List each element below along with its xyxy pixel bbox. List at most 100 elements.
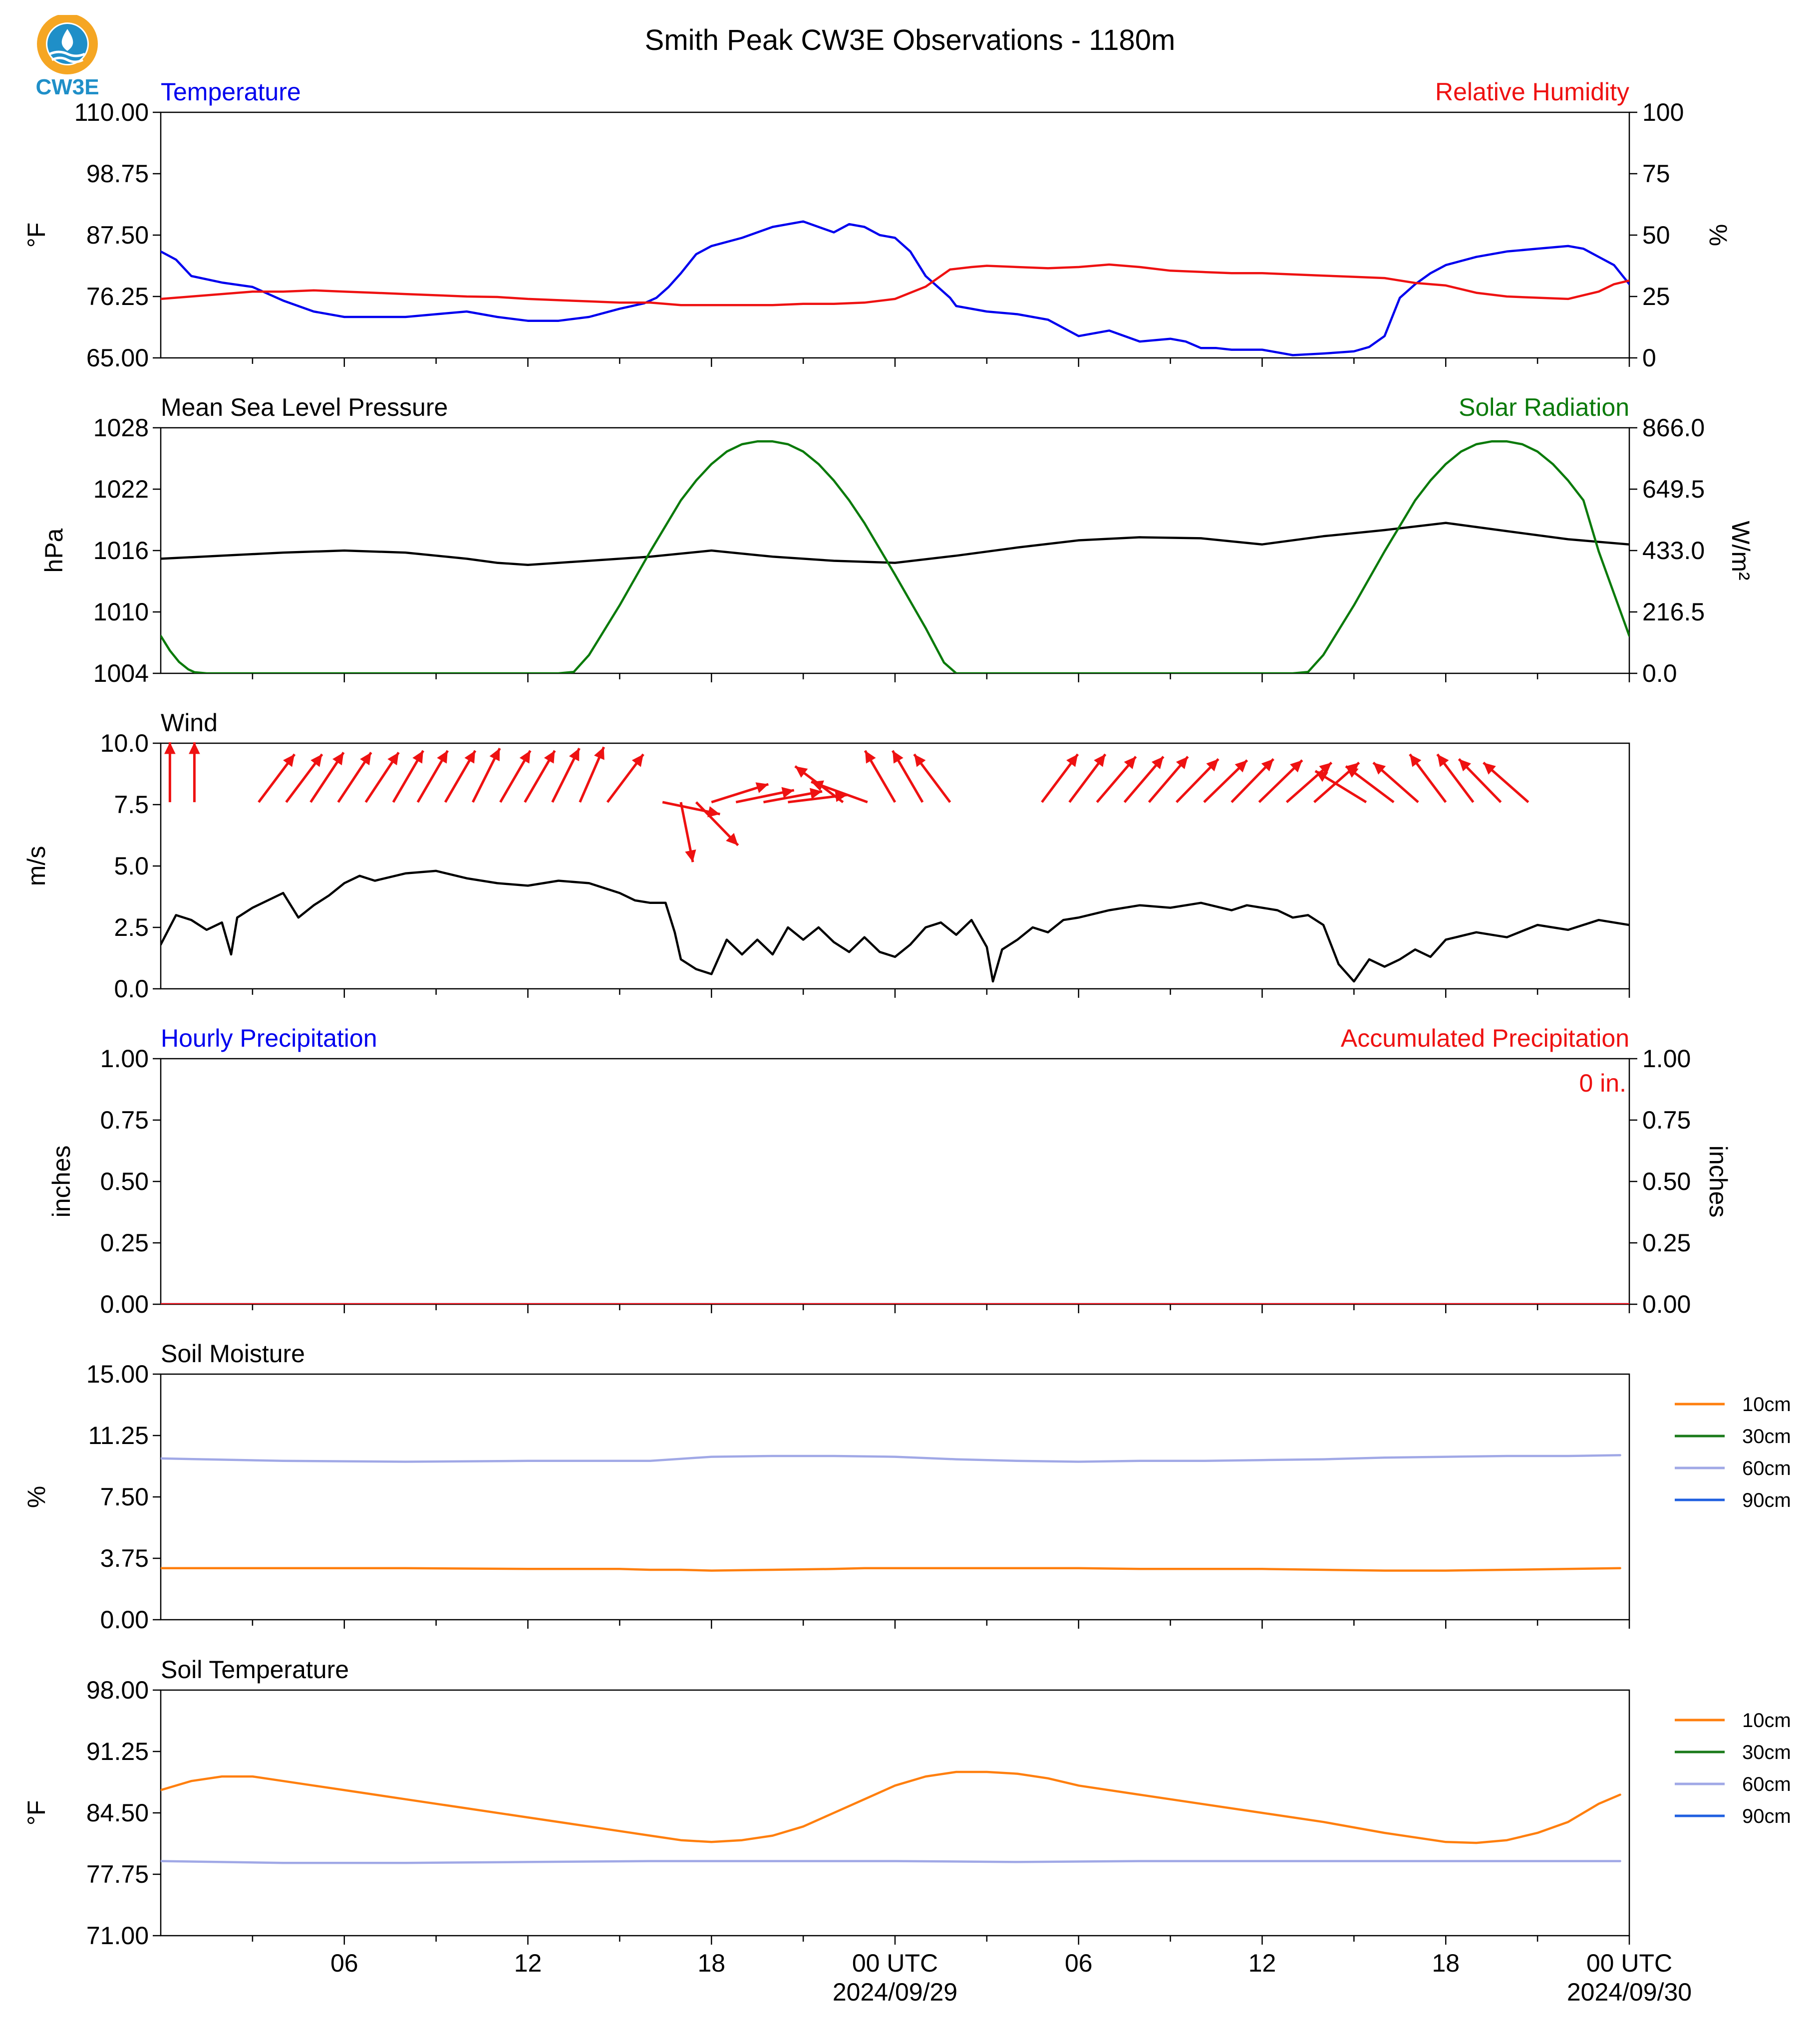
wind-arrow-head xyxy=(809,788,823,799)
series-group xyxy=(161,1454,1621,1572)
wind-arrow-head xyxy=(726,833,738,846)
wind-arrow-head xyxy=(795,766,808,778)
wind-arrow-head xyxy=(1176,756,1188,770)
y-tick-label-left: 5.0 xyxy=(114,852,149,880)
y-tick-label-right: 433.0 xyxy=(1642,537,1705,565)
y-tick-label-right: 0.00 xyxy=(1642,1290,1691,1318)
panel-title-right: Relative Humidity xyxy=(1435,78,1629,106)
y-axis-label-left: % xyxy=(22,1486,50,1508)
y-tick-label-right: 50 xyxy=(1642,221,1670,249)
y-tick-label-left: 87.50 xyxy=(86,221,149,249)
y-tick-label-left: 0.75 xyxy=(100,1106,149,1134)
y-tick-label-left: 0.00 xyxy=(100,1606,149,1634)
x-tick-label: 00 UTC xyxy=(852,1949,938,1977)
panel-title-left: Hourly Precipitation xyxy=(161,1024,377,1052)
series-line-1 xyxy=(161,1567,1621,1572)
y-tick-label-left: 1022 xyxy=(93,475,149,503)
x-tick-label: 06 xyxy=(1065,1949,1093,1977)
panel-title-left: Wind xyxy=(161,709,218,737)
wind-arrow-head xyxy=(781,787,794,798)
panel-title-right: Accumulated Precipitation xyxy=(1341,1024,1629,1052)
y-tick-label-right: 100 xyxy=(1642,98,1684,126)
y-tick-label-right: 649.5 xyxy=(1642,475,1705,503)
series-line-0 xyxy=(161,869,1629,983)
y-tick-label-left: 7.5 xyxy=(114,791,149,819)
wind-arrow-head xyxy=(631,754,643,767)
y-axis-label-left: inches xyxy=(47,1146,75,1218)
panel-5: 71.00 77.75 84.50 91.25 98.00 Soil Temperatur… xyxy=(22,1656,1791,2006)
series-line-0 xyxy=(161,522,1629,566)
y-tick-label-right: 0.50 xyxy=(1642,1167,1691,1195)
wind-arrow-head xyxy=(1094,754,1106,767)
y-axis-label-right: W/m² xyxy=(1727,521,1755,580)
legend-label: 10cm xyxy=(1742,1394,1791,1416)
legend-label: 10cm xyxy=(1742,1710,1791,1732)
x-date-label: 2024/09/30 xyxy=(1567,1978,1692,2006)
y-tick-label-left: 77.75 xyxy=(86,1860,149,1888)
series-line-0 xyxy=(161,220,1629,356)
wind-arrow-head xyxy=(1066,754,1078,767)
series-line-0 xyxy=(161,1454,1621,1463)
plot-frame xyxy=(160,427,1630,674)
panel-title-left: Mean Sea Level Pressure xyxy=(161,393,448,421)
legend-label: 30cm xyxy=(1742,1426,1791,1448)
wind-arrow-head xyxy=(1234,760,1247,773)
y-tick-label-left: 1004 xyxy=(93,659,149,687)
y-tick-label-right: 0 xyxy=(1642,344,1656,372)
y-tick-label-left: 0.25 xyxy=(100,1229,149,1257)
y-tick-label-right: 25 xyxy=(1642,283,1670,310)
logo-emblem xyxy=(37,13,98,74)
y-axis-label-left: °F xyxy=(22,1800,50,1826)
wind-arrow-head xyxy=(1483,762,1496,775)
x-tick-label: 12 xyxy=(1248,1949,1276,1977)
y-tick-label-left: 0.50 xyxy=(100,1167,149,1195)
panel-0: 65.00 76.25 87.50 98.75 110.00 0 25 50 75 100 Temp… xyxy=(22,78,1732,372)
wind-arrow-head xyxy=(387,752,399,766)
y-tick-label-right: 0.75 xyxy=(1642,1106,1691,1134)
y-tick-label-right: 0.0 xyxy=(1642,659,1677,687)
y-tick-label-right: 866.0 xyxy=(1642,414,1705,442)
wind-arrow-head xyxy=(707,806,720,818)
y-axis-label-left: hPa xyxy=(40,528,68,573)
y-tick-label-right: 75 xyxy=(1642,160,1670,188)
plot-frame xyxy=(160,1373,1630,1621)
y-tick-label-right: 1.00 xyxy=(1642,1045,1691,1073)
y-axis-label-left: m/s xyxy=(22,846,50,886)
panel-title-left: Soil Moisture xyxy=(161,1340,305,1368)
wind-arrow-head xyxy=(1315,771,1328,782)
y-tick-label-left: 0.00 xyxy=(100,1290,149,1318)
y-tick-label-left: 11.25 xyxy=(88,1422,149,1449)
y-tick-label-left: 15.00 xyxy=(86,1360,149,1388)
x-date-label: 2024/09/29 xyxy=(833,1978,957,2006)
y-tick-label-left: 10.0 xyxy=(100,729,149,757)
accumulated-precip-value: 0 in. xyxy=(1579,1069,1626,1097)
y-tick-label-left: 1010 xyxy=(93,598,149,626)
legend: 10cm 30cm 60cm 90cm xyxy=(1675,1394,1791,1511)
wind-arrows xyxy=(164,742,1529,863)
y-tick-label-left: 2.5 xyxy=(114,913,149,941)
panel-title-right: Solar Radiation xyxy=(1459,393,1629,421)
y-tick-label-left: 76.25 xyxy=(86,283,149,310)
x-tick-label: 12 xyxy=(514,1949,542,1977)
series-group xyxy=(161,440,1629,673)
wind-arrow-head xyxy=(360,752,371,766)
y-tick-label-left: 65.00 xyxy=(86,344,149,372)
panel-title-left: Temperature xyxy=(161,78,301,106)
panel-title-left: Soil Temperature xyxy=(161,1656,349,1684)
y-tick-label-left: 98.00 xyxy=(86,1676,149,1704)
panel-4: 0.00 3.75 7.50 11.25 15.00 Soil Moisture% 10cm… xyxy=(22,1340,1791,1634)
wind-arrow-head xyxy=(865,750,876,764)
series-group xyxy=(161,1770,1621,1864)
panel-1: 1004 1010 1016 1022 1028 0.0 216.5 433.0 649.5 86… xyxy=(40,393,1755,687)
y-tick-label-right: 216.5 xyxy=(1642,598,1705,626)
series-group xyxy=(161,869,1629,983)
wind-arrow-head xyxy=(1373,762,1386,775)
legend-label: 60cm xyxy=(1742,1773,1791,1795)
wind-arrow-head xyxy=(189,742,200,754)
wind-arrow-head xyxy=(437,750,448,764)
series-line-1 xyxy=(161,440,1629,673)
y-tick-label-left: 1016 xyxy=(93,537,149,565)
wind-arrow-head xyxy=(164,742,176,754)
chart-title: Smith Peak CW3E Observations - 1180m xyxy=(645,24,1176,56)
